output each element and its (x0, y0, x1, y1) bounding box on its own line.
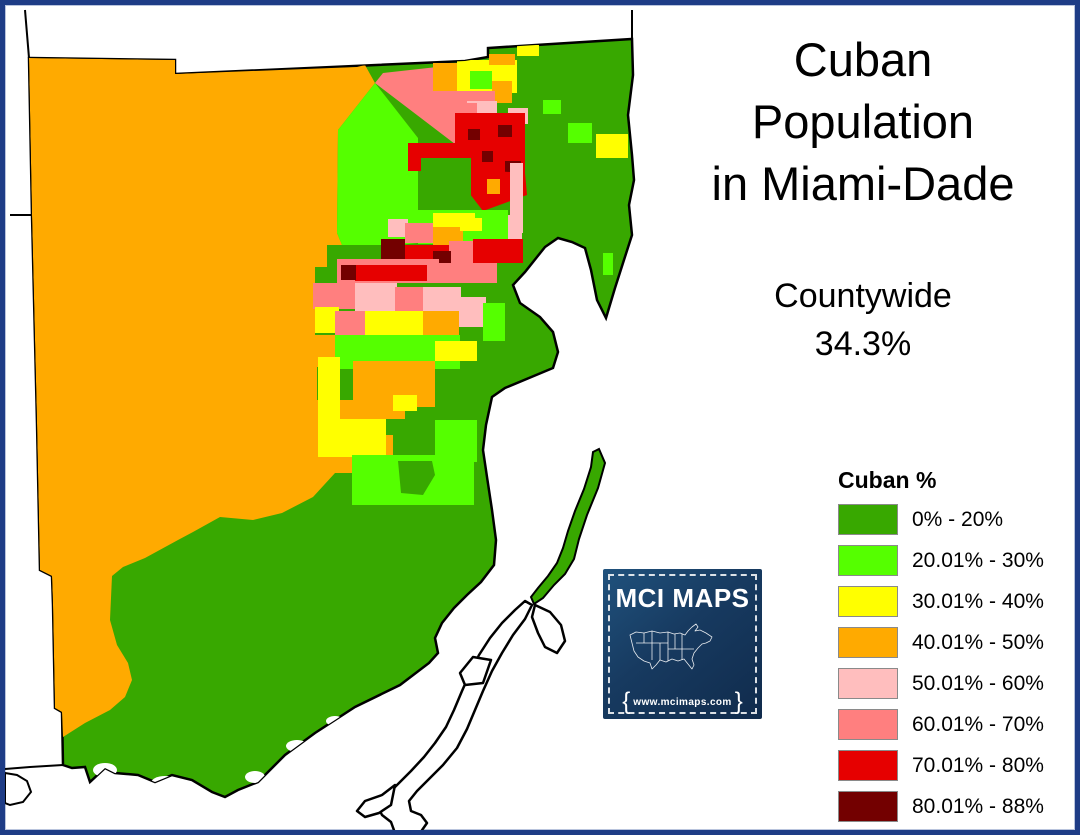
legend-row: 40.01% - 50% (838, 627, 1044, 658)
keys-islands (355, 599, 567, 830)
legend-label: 40.01% - 50% (912, 630, 1044, 654)
countywide-value: 34.3% (814, 324, 912, 363)
logo-url-text: www.mcimaps.com (633, 696, 732, 708)
legend-row: 20.01% - 30% (838, 545, 1044, 576)
legend-title: Cuban % (838, 467, 937, 493)
legend-swatch-30-40 (838, 586, 898, 617)
logo-url: { www.mcimaps.com } (619, 688, 745, 716)
orange-west-region (29, 58, 393, 737)
title-line-1: Cuban (793, 33, 933, 86)
miami-dade-map (5, 9, 636, 830)
mci-maps-logo: MCI MAPS { www.mcimaps.com } (603, 569, 762, 719)
legend-swatch-70-80 (838, 750, 898, 781)
legend-swatch-80-88 (838, 791, 898, 822)
legend-swatch-0-20 (838, 504, 898, 535)
neighbor-county-lines (5, 9, 633, 770)
countywide-label: Countywide (774, 277, 952, 316)
tract-mosaic (29, 45, 628, 790)
legend-label: 30.01% - 40% (912, 589, 1044, 613)
legend-swatch-20-30 (838, 545, 898, 576)
legend-row: 70.01% - 80% (838, 750, 1044, 781)
legend-row: 60.01% - 70% (838, 709, 1044, 740)
legend-label: 60.01% - 70% (912, 712, 1044, 736)
usa-map-icon (629, 623, 712, 670)
legend-row: 50.01% - 60% (838, 668, 1044, 699)
legend-swatch-50-60 (838, 668, 898, 699)
legend-swatch-40-50 (838, 627, 898, 658)
legend-label: 50.01% - 60% (912, 671, 1044, 695)
legend-swatch-60-70 (838, 709, 898, 740)
bright-green-pentagon (337, 83, 418, 245)
legend-row: 80.01% - 88% (838, 791, 1044, 822)
legend-label: 20.01% - 30% (912, 548, 1044, 572)
logo-name: MCI MAPS (615, 583, 750, 613)
countywide-stat: Countywide 34.3% (657, 273, 1069, 368)
brace-left: { (622, 688, 631, 715)
title-line-2: Population (751, 95, 975, 149)
key-biscayne-island (529, 447, 607, 606)
legend-label: 80.01% - 88% (912, 794, 1044, 818)
legend: Cuban % 0% - 20% 20.01% - 30% 30.01% - 4… (838, 467, 1044, 830)
legend-label: 70.01% - 80% (912, 753, 1044, 777)
legend-label: 0% - 20% (912, 507, 1004, 531)
brace-right: } (734, 688, 743, 715)
legend-row: 30.01% - 40% (838, 586, 1044, 617)
title-line-3: in Miami-Dade (711, 157, 1015, 211)
monroe-coast-outline (5, 771, 33, 807)
page-title: Cuban Population in Miami-Dade (657, 29, 1069, 215)
annotation-column: Cuban Population in Miami-Dade Countywid… (657, 5, 1069, 368)
legend-row: 0% - 20% (838, 504, 1044, 535)
